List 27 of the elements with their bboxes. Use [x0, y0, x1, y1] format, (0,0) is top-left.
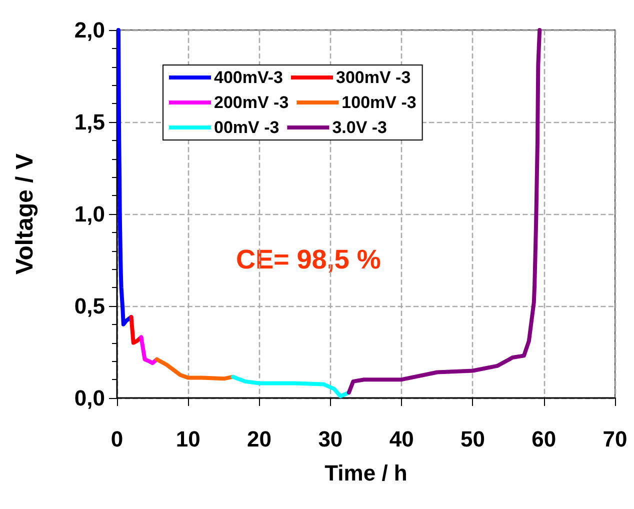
- x-tick-label: 70: [602, 426, 628, 452]
- y-tick-label: 2,0: [74, 18, 105, 42]
- legend-label: 400mV-3: [214, 68, 283, 87]
- legend-label: 3.0V -3: [332, 118, 388, 137]
- annotation: CE= 98,5 %: [236, 244, 381, 274]
- line-series: [116, 28, 134, 326]
- x-tick-label: 20: [247, 426, 272, 452]
- x-tick-label: 10: [176, 426, 200, 452]
- y-tick-label: 1,5: [74, 110, 105, 134]
- x-tick-label: 40: [389, 426, 414, 452]
- x-axis-title: Time / h: [324, 460, 408, 486]
- x-tick-label: 0: [110, 426, 124, 452]
- line-series: [154, 357, 235, 381]
- line-series: [129, 315, 144, 345]
- y-axis-title: Voltage / V: [12, 154, 38, 274]
- legend-label: 300mV -3: [336, 68, 411, 87]
- x-tick-label: 30: [318, 426, 343, 452]
- legend-label: 100mV -3: [342, 93, 416, 112]
- legend-label: 200mV -3: [214, 93, 289, 112]
- legend-label: 00mV -3: [214, 118, 280, 137]
- line-series: [230, 374, 351, 398]
- y-tick-label: 1,0: [74, 202, 105, 226]
- y-tick-label: 0,5: [74, 294, 105, 318]
- x-tick-label: 50: [460, 426, 485, 452]
- x-tick-label: 60: [532, 426, 556, 452]
- y-tick-label: 0,0: [74, 386, 105, 410]
- line-series: [139, 335, 159, 366]
